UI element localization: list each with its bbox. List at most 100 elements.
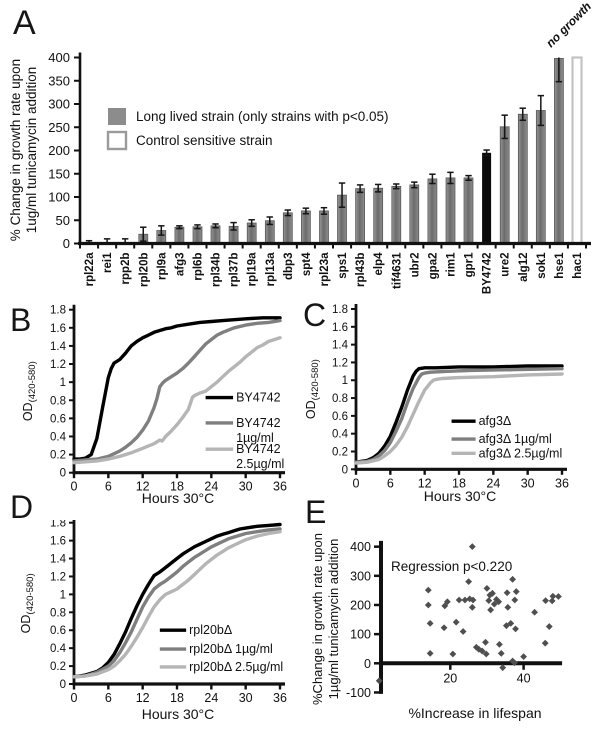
svg-text:1.6: 1.6: [50, 323, 66, 335]
panel-d-label: D: [10, 489, 34, 525]
svg-text:rpl9a: rpl9a: [156, 252, 168, 280]
svg-text:rpl22a: rpl22a: [84, 252, 96, 286]
svg-text:36: 36: [273, 480, 287, 494]
svg-text:rpl23a: rpl23a: [319, 252, 331, 286]
svg-text:OD(420-580): OD(420-580): [304, 359, 321, 419]
panel-d-growth-curve-chart: 0 0.2 0.4 0.6 0.8 1 1.2 1.4 1.6 1.8 0 6 12 18 24 30 36 Ho…: [19, 520, 287, 722]
svg-text:1.4: 1.4: [50, 341, 67, 353]
svg-text:tif4631: tif4631: [391, 252, 403, 289]
svg-text:6: 6: [105, 480, 112, 494]
svg-text:BY4742: BY4742: [236, 416, 281, 430]
svg-text:0.2: 0.2: [332, 446, 348, 458]
svg-text:0.6: 0.6: [50, 413, 66, 425]
svg-text:rpp2b: rpp2b: [120, 253, 132, 285]
svg-text:1.2: 1.2: [332, 357, 348, 369]
svg-text:1.2: 1.2: [50, 571, 66, 583]
svg-text:1µg/ml: 1µg/ml: [236, 431, 274, 445]
svg-text:Hours 30°C: Hours 30°C: [142, 490, 215, 506]
svg-text:0.8: 0.8: [332, 393, 348, 405]
svg-text:1.8: 1.8: [50, 520, 66, 530]
svg-text:50: 50: [56, 213, 70, 228]
svg-text:Long lived strain (only strain: Long lived strain (only strains with p<0…: [136, 109, 389, 124]
svg-text:afg3Δ 2.5µg/ml: afg3Δ 2.5µg/ml: [479, 446, 563, 460]
svg-text:0.8: 0.8: [50, 607, 66, 619]
svg-text:200: 200: [350, 598, 371, 612]
svg-text:rpl43b: rpl43b: [355, 253, 367, 288]
panel-a-label: A: [13, 4, 36, 42]
svg-text:alg12: alg12: [518, 253, 530, 282]
svg-text:elp4: elp4: [373, 252, 385, 276]
svg-text:0: 0: [353, 476, 360, 490]
svg-text:rpl6b: rpl6b: [192, 253, 204, 281]
svg-text:1.4: 1.4: [332, 340, 349, 352]
svg-text:300: 300: [350, 569, 371, 583]
svg-text:36: 36: [273, 691, 287, 705]
svg-text:0.4: 0.4: [50, 431, 67, 443]
svg-text:%Increase in lifespan: %Increase in lifespan: [408, 705, 541, 721]
svg-text:0.8: 0.8: [50, 395, 66, 407]
svg-text:0.2: 0.2: [50, 661, 66, 673]
svg-text:0: 0: [71, 480, 78, 494]
svg-text:OD(420-580): OD(420-580): [19, 573, 36, 633]
svg-text:24: 24: [204, 691, 218, 705]
svg-text:100: 100: [48, 190, 70, 205]
svg-text:%Change in growth rate upon: %Change in growth rate upon: [310, 533, 325, 705]
svg-text:100: 100: [350, 628, 371, 642]
svg-text:rpl20bΔ 1µg/ml: rpl20bΔ 1µg/ml: [189, 642, 273, 656]
svg-text:150: 150: [48, 166, 70, 181]
svg-text:rpl19a: rpl19a: [247, 252, 259, 286]
svg-text:0.2: 0.2: [50, 450, 66, 462]
svg-text:30: 30: [239, 691, 253, 705]
svg-text:400: 400: [350, 540, 371, 554]
svg-text:rpl13a: rpl13a: [265, 252, 277, 286]
svg-text:rim1: rim1: [445, 252, 457, 277]
svg-text:1.4: 1.4: [50, 554, 67, 566]
svg-text:Regression p<0.220: Regression p<0.220: [391, 559, 512, 574]
svg-text:afg3Δ: afg3Δ: [479, 414, 512, 428]
svg-text:% Change in growth rate upon: % Change in growth rate upon: [8, 59, 23, 241]
svg-text:1ug/ml tunicamycin addition: 1ug/ml tunicamycin addition: [24, 67, 39, 234]
svg-text:0: 0: [364, 657, 371, 671]
svg-text:BY4742: BY4742: [482, 253, 494, 295]
svg-text:rpl37b: rpl37b: [229, 253, 241, 288]
svg-text:0: 0: [63, 236, 70, 251]
svg-text:Control sensitive strain: Control sensitive strain: [136, 133, 273, 148]
svg-text:12: 12: [418, 476, 432, 490]
svg-text:sok1: sok1: [536, 252, 548, 279]
svg-text:Hours 30°C: Hours 30°C: [424, 488, 497, 504]
svg-text:36: 36: [555, 476, 569, 490]
svg-text:afg3Δ 1µg/ml: afg3Δ 1µg/ml: [479, 432, 552, 446]
panel-b-growth-curve-chart: 0 0.2 0.4 0.6 0.8 1 1.2 1.4 1.6 1.8 0 6 12 18 24 30 36 Ho…: [21, 304, 287, 506]
svg-text:200: 200: [48, 143, 70, 158]
svg-text:400: 400: [48, 50, 70, 65]
svg-text:gpa2: gpa2: [427, 253, 439, 280]
svg-text:350: 350: [48, 73, 70, 88]
svg-text:OD(420-580): OD(420-580): [21, 361, 38, 421]
panel-c-label: C: [303, 297, 327, 333]
svg-text:24: 24: [486, 476, 500, 490]
svg-text:afg3: afg3: [174, 253, 186, 277]
svg-text:1: 1: [342, 375, 348, 387]
panel-e-label: E: [305, 494, 327, 530]
svg-text:1: 1: [60, 589, 66, 601]
svg-text:1.6: 1.6: [50, 536, 66, 548]
svg-text:no growth: no growth: [543, 0, 594, 50]
svg-text:20: 20: [443, 671, 457, 685]
svg-text:BY4742: BY4742: [236, 442, 281, 456]
svg-text:0: 0: [60, 468, 66, 480]
panel-e-scatter-chart: -100 0 100 200 300 400 20 40 Regression p<0.220%…: [310, 533, 563, 721]
svg-text:30: 30: [239, 480, 253, 494]
svg-text:rpl20bΔ: rpl20bΔ: [189, 623, 232, 637]
svg-text:rpl20b: rpl20b: [138, 253, 150, 288]
svg-text:0.6: 0.6: [50, 625, 66, 637]
svg-text:1: 1: [60, 377, 66, 389]
svg-text:0: 0: [60, 679, 66, 691]
svg-text:18: 18: [170, 691, 184, 705]
svg-text:ure2: ure2: [500, 253, 512, 277]
svg-text:spt4: spt4: [301, 252, 313, 276]
svg-text:2.5µg/ml: 2.5µg/ml: [236, 457, 284, 471]
svg-text:hse1: hse1: [554, 252, 566, 279]
svg-text:40: 40: [517, 671, 531, 685]
svg-text:0: 0: [342, 464, 348, 476]
